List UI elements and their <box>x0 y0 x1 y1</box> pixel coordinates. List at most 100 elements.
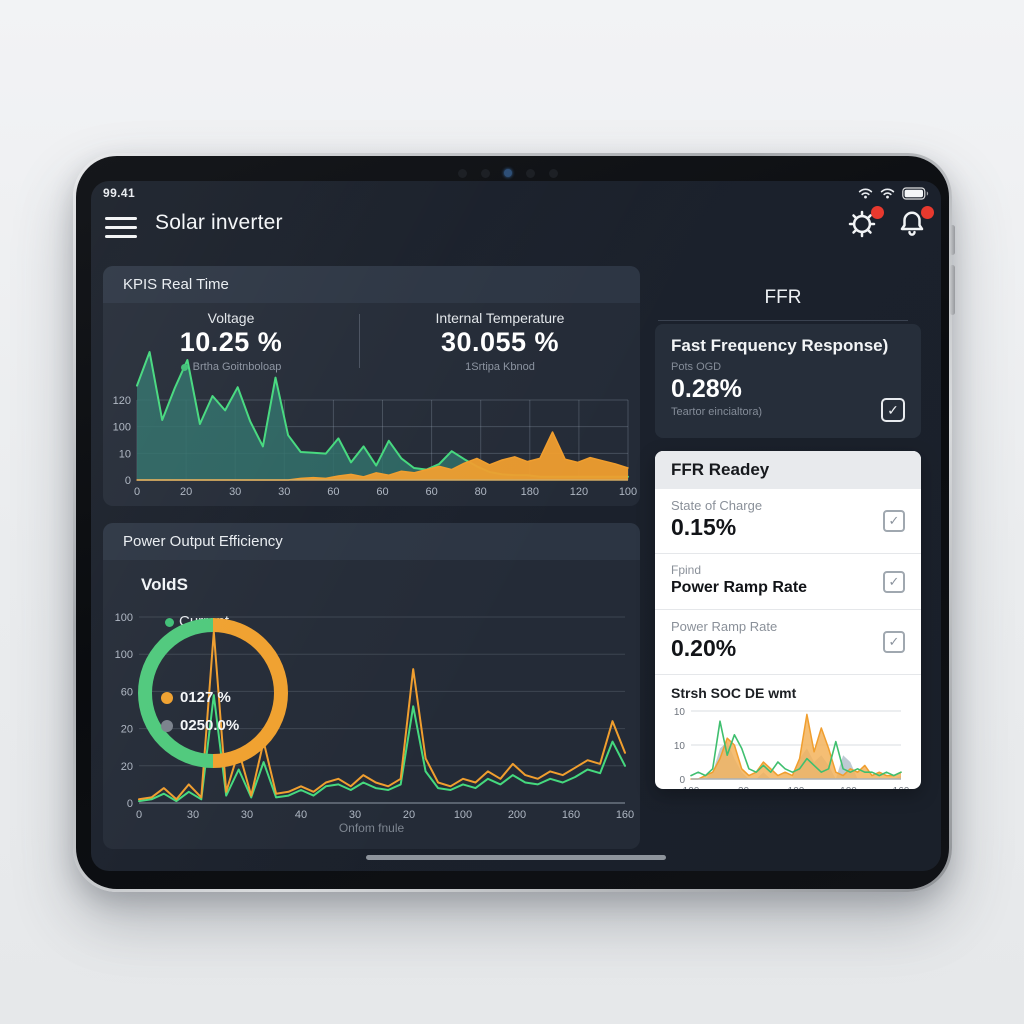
row-label: Power Ramp Rate <box>671 619 778 634</box>
svg-text:180: 180 <box>521 486 539 498</box>
notification-badge <box>921 206 934 219</box>
divider <box>359 314 360 368</box>
orange-dot-icon <box>161 692 173 705</box>
svg-text:0: 0 <box>125 475 131 487</box>
battery-icon <box>902 186 929 200</box>
wifi-icon <box>880 188 895 199</box>
checkmark-icon: ✓ <box>888 573 900 589</box>
svg-text:20: 20 <box>121 724 133 736</box>
svg-text:30: 30 <box>738 786 750 789</box>
checkmark-icon: ✓ <box>888 513 900 528</box>
kpis-panel-title: KPIS Real Time <box>103 266 640 303</box>
svg-text:10: 10 <box>674 707 686 718</box>
green-dot-icon <box>180 363 188 371</box>
page-title: Solar inverter <box>155 211 283 234</box>
x-axis-label: Onfom fnule <box>338 821 405 835</box>
sensor-dot <box>481 168 490 178</box>
row-label: Fpind <box>671 563 702 577</box>
ffr-ready-card: FFR Readey State of Charge 0.15% ✓ Fpind… <box>655 451 921 789</box>
kpi-value: 10.25 % <box>179 327 283 357</box>
kpis-panel: KPIS Real Time 120 100 10 0 0 20 30 30 60 60 60 80 1… <box>103 266 640 506</box>
svg-text:120: 120 <box>113 395 131 407</box>
row-value: 0.20% <box>671 635 737 661</box>
ffr-card: Fast Frequency Response) Pots OGD 0.28% … <box>655 324 921 438</box>
power-ramp-rate-value-checkbox[interactable]: ✓ <box>883 631 905 653</box>
kpi-subtext: Brtha Goitnboloap <box>103 361 359 373</box>
svg-text:0: 0 <box>127 798 133 810</box>
volume-up-button[interactable] <box>950 225 955 255</box>
status-icons <box>858 185 929 201</box>
wifi-icon <box>858 188 873 199</box>
svg-text:0: 0 <box>136 809 142 821</box>
soc-mini-chart: 1010010030100100160 <box>674 707 910 789</box>
row-value: Power Ramp Rate <box>671 579 808 596</box>
kpi-subtext: 1Srtipa Kbnod <box>465 361 535 373</box>
row-value: 0.15% <box>671 514 737 540</box>
svg-text:30: 30 <box>241 809 253 821</box>
svg-text:20: 20 <box>121 761 133 773</box>
svg-text:160: 160 <box>893 786 909 789</box>
svg-text:100: 100 <box>788 786 805 789</box>
svg-text:100: 100 <box>840 786 857 789</box>
svg-text:100: 100 <box>115 649 133 661</box>
settings-button[interactable] <box>847 206 884 243</box>
svg-text:60: 60 <box>376 486 388 498</box>
svg-text:100: 100 <box>454 809 472 821</box>
tablet-bezel: 99.41 <box>76 156 949 889</box>
ffr-card-value: 0.28% <box>671 375 742 403</box>
ffr-ready-header: FFR Readey <box>655 451 921 489</box>
svg-text:30: 30 <box>349 809 361 821</box>
green-dot-icon <box>165 617 174 627</box>
tablet-device: 99.41 <box>73 153 955 892</box>
sensor-dot <box>526 168 535 178</box>
svg-text:100: 100 <box>619 486 637 498</box>
gear-icon <box>848 210 876 238</box>
screen: 99.41 <box>91 181 941 871</box>
camera-lens <box>504 169 512 177</box>
kpi-internal-temperature: Internal Temperature 30.055 % 1Srtipa Kb… <box>360 310 640 373</box>
notifications-button[interactable] <box>897 206 934 243</box>
power-ramp-rate-checkbox[interactable]: ✓ <box>883 570 905 593</box>
soc-chart-title: Strsh SOC DE wmt <box>671 685 797 701</box>
row-state-of-charge: State of Charge 0.15% ✓ <box>655 489 921 554</box>
svg-text:100: 100 <box>113 422 131 434</box>
checkmark-icon: ✓ <box>887 401 899 418</box>
svg-text:160: 160 <box>562 809 580 821</box>
sensor-dot <box>458 168 467 178</box>
svg-text:80: 80 <box>475 486 487 498</box>
menu-icon[interactable] <box>105 217 137 238</box>
svg-text:160: 160 <box>616 809 634 821</box>
svg-text:120: 120 <box>570 486 588 498</box>
row-power-ramp-rate-value: Power Ramp Rate 0.20% ✓ <box>655 610 921 675</box>
ffr-card-subtext: Pots OGD <box>671 361 722 373</box>
state-of-charge-checkbox[interactable]: ✓ <box>883 510 905 532</box>
svg-text:30: 30 <box>187 809 199 821</box>
kpi-label: Internal Temperature <box>435 310 565 326</box>
status-time: 99.41 <box>103 186 136 200</box>
power-output-panel: Power Output Efficiency VoldS 100 100 60 20… <box>103 523 640 849</box>
divider <box>658 320 908 321</box>
row-label: State of Charge <box>671 498 763 513</box>
front-camera-array <box>458 168 578 178</box>
kpi-value: 30.055 % <box>440 327 560 357</box>
home-indicator[interactable] <box>366 855 666 860</box>
notification-badge <box>871 206 884 219</box>
bell-icon <box>900 211 924 236</box>
svg-text:60: 60 <box>327 486 339 498</box>
volume-down-button[interactable] <box>950 265 955 315</box>
svg-text:30: 30 <box>278 486 290 498</box>
gauge-label-orange: 0127 % <box>161 689 231 706</box>
ffr-card-footnote: Teartor eincialtora) <box>671 406 763 418</box>
svg-text:10: 10 <box>119 448 131 460</box>
ffr-checkbox[interactable]: ✓ <box>881 398 905 422</box>
svg-text:60: 60 <box>121 686 133 698</box>
soc-chart-block: Strsh SOC DE wmt 1010010030100100160 <box>655 675 921 789</box>
sensor-dot <box>549 168 558 178</box>
svg-text:10: 10 <box>674 741 686 752</box>
svg-text:20: 20 <box>180 486 192 498</box>
power-panel-title: Power Output Efficiency <box>103 523 640 560</box>
svg-text:0: 0 <box>679 775 685 786</box>
ffr-section-title: FFR <box>764 287 802 308</box>
